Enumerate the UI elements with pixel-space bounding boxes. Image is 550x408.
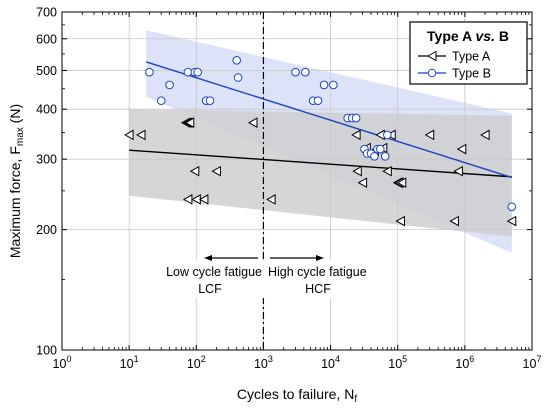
x-tick-label: 100	[53, 354, 72, 371]
fatigue-annotations: Low cycle fatigue LCF High cycle fatigue…	[150, 255, 380, 298]
point-type-a	[351, 129, 361, 141]
x-axis-ticks: 100 101 102 103 104 105 106 107	[53, 12, 542, 371]
point-type-b	[380, 152, 390, 161]
x-tick-label: 107	[523, 354, 542, 371]
point-type-b	[301, 67, 310, 77]
point-type-a	[135, 129, 146, 141]
point-type-b	[329, 80, 338, 90]
point-type-a	[506, 215, 517, 227]
legend-marker-type-a	[426, 50, 437, 62]
point-type-b	[193, 67, 202, 77]
legend: Type A vs. B Type A Type B	[409, 21, 528, 85]
y-tick-label: 400	[36, 103, 57, 117]
point-type-a	[247, 117, 258, 129]
confidence-bands	[129, 30, 512, 253]
x-tick-label: 106	[455, 354, 474, 371]
point-type-a	[198, 194, 209, 205]
point-type-b	[156, 96, 166, 105]
lcf-abbr: LCF	[198, 282, 222, 296]
point-type-b	[145, 67, 154, 77]
point-type-a	[184, 117, 195, 129]
point-type-b	[205, 96, 215, 105]
legend-marker-type-b	[427, 68, 437, 78]
point-type-b	[165, 80, 174, 90]
lcf-arrow-head	[204, 255, 212, 261]
y-axis-ticks: 100 200 300 400 500 600 700	[36, 6, 532, 358]
point-type-a	[189, 165, 200, 177]
band-type-a	[129, 109, 512, 237]
point-type-b	[507, 202, 517, 212]
x-tick-label: 101	[120, 354, 139, 371]
point-type-b	[313, 96, 323, 105]
y-tick-label: 200	[36, 223, 57, 237]
legend-title: Type A vs. B	[427, 28, 509, 44]
point-type-a	[396, 177, 407, 189]
point-type-a	[124, 129, 134, 141]
fit-line-type-b	[146, 61, 512, 179]
point-type-b	[351, 113, 361, 123]
point-type-b	[383, 130, 392, 140]
point-type-a	[395, 215, 405, 227]
point-type-a	[211, 165, 221, 177]
point-type-a	[357, 177, 368, 189]
fit-line-type-a	[129, 149, 512, 178]
point-type-b	[232, 56, 241, 65]
point-type-b	[376, 144, 385, 154]
plot-frame	[61, 11, 533, 351]
hcf-label: High cycle fatigue	[268, 265, 367, 279]
legend-label-type-a: Type A	[452, 50, 491, 64]
point-type-a	[352, 165, 362, 177]
x-tick-label: 105	[388, 354, 407, 371]
legend-label-type-b: Type B	[452, 67, 491, 81]
point-type-a	[456, 143, 467, 155]
lcf-label: Low cycle fatigue	[166, 265, 262, 279]
point-type-b	[370, 152, 379, 161]
y-tick-label: 300	[36, 153, 57, 167]
hcf-arrow-head	[316, 255, 324, 261]
point-type-b	[233, 73, 243, 82]
x-tick-label: 102	[187, 354, 206, 371]
point-type-b	[319, 80, 329, 90]
x-tick-label: 103	[254, 354, 273, 371]
fit-lines	[129, 61, 512, 179]
y-axis-label: Maximum force, Fmax (N)	[7, 104, 26, 258]
point-type-b	[291, 67, 300, 77]
point-type-a	[382, 165, 392, 177]
point-type-a	[453, 165, 463, 177]
y-tick-label: 600	[36, 32, 57, 46]
point-type-a	[424, 129, 435, 141]
x-axis-label: Cycles to failure, Nf	[237, 386, 357, 405]
y-tick-label: 500	[36, 64, 57, 78]
x-tick-label: 104	[321, 354, 340, 371]
data-points	[124, 56, 517, 227]
y-tick-label: 700	[36, 6, 57, 20]
hcf-abbr: HCF	[305, 282, 331, 296]
point-type-a	[266, 194, 276, 205]
point-type-a	[449, 215, 459, 227]
point-type-a	[480, 129, 490, 141]
y-tick-label: 100	[36, 344, 57, 358]
